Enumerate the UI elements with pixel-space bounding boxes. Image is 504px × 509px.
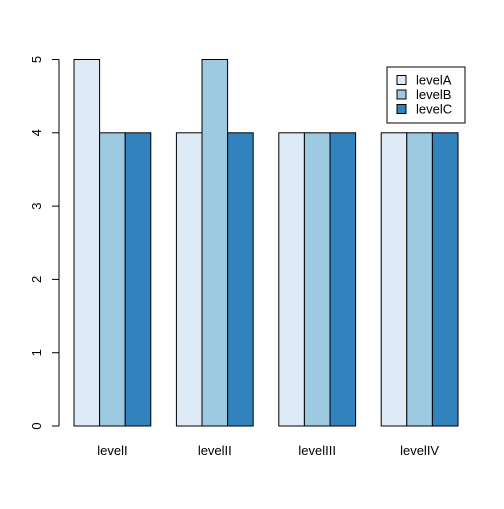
bar-levelI-levelA: [73, 59, 101, 427]
x-category-label: levelI: [97, 443, 127, 458]
y-tick-label: 4: [29, 129, 44, 136]
bar-levelI-levelC: [124, 132, 152, 427]
bar-levelIII-levelC: [329, 132, 357, 427]
y-tick-label: 2: [29, 276, 44, 283]
x-axis-labels: levelI levelII levelIII levelIV: [97, 443, 439, 458]
y-axis: 0 1 2 3 4 5: [29, 56, 60, 430]
x-category-label: levelIV: [400, 443, 439, 458]
bar-levelIII-levelA: [278, 132, 305, 427]
y-tick-label: 0: [29, 422, 44, 429]
y-tick-label: 1: [29, 349, 44, 356]
legend-swatch-levelA: [396, 75, 407, 85]
legend-swatch-levelC: [396, 104, 407, 114]
bar-levelII-levelC: [227, 132, 254, 427]
y-tick-label: 3: [29, 202, 44, 209]
legend-swatch-levelB: [396, 89, 407, 100]
x-category-label: levelII: [198, 443, 232, 458]
bar-levelIII-levelB: [303, 132, 331, 427]
bar-levelIV-levelC: [431, 132, 459, 427]
bar-levelII-levelA: [175, 132, 203, 427]
legend-label-levelC: levelC: [416, 102, 452, 117]
bar-levelIV-levelA: [380, 132, 408, 427]
y-tick-label: 5: [29, 56, 44, 63]
bars-layer: [73, 59, 459, 427]
x-category-label: levelIII: [298, 443, 336, 458]
bar-levelII-levelB: [201, 59, 229, 427]
bar-levelIV-levelB: [406, 132, 433, 427]
legend-label-levelB: levelB: [416, 87, 451, 102]
legend-label-levelA: levelA: [416, 73, 452, 88]
bar-levelI-levelB: [99, 132, 126, 427]
